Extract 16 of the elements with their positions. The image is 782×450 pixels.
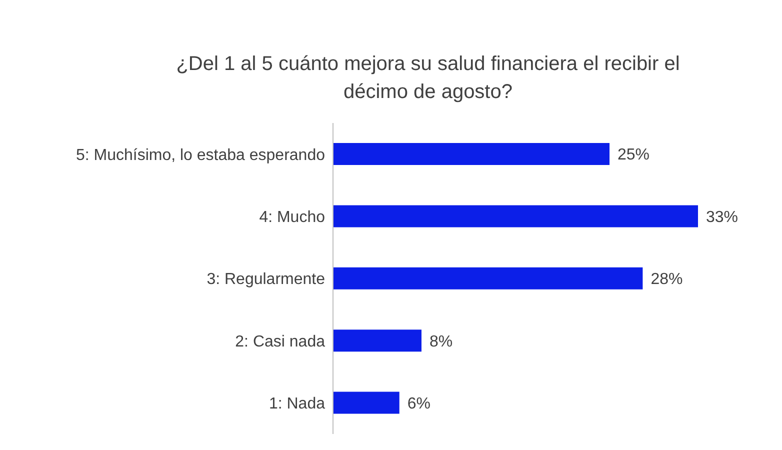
- bar: [333, 267, 643, 290]
- data-label: 25%: [618, 146, 650, 164]
- bar: [333, 143, 610, 165]
- y-tick-label: 5: Muchísimo, lo estaba esperando: [76, 146, 326, 164]
- bar: [333, 330, 422, 352]
- bar: [333, 205, 698, 228]
- y-tick-label: 1: Nada: [268, 396, 326, 413]
- data-label: 6%: [407, 395, 430, 412]
- data-label: 33%: [706, 208, 738, 226]
- data-label: 8%: [429, 333, 453, 350]
- chart-title: ¿Del 1 al 5 cuánto mejora su salud financiera el recibir el décimo de agosto?: [175, 52, 681, 105]
- bar: [333, 392, 400, 414]
- y-tick-label: 4: Mucho: [259, 208, 326, 226]
- y-tick-label: 3: Regularmente: [206, 271, 326, 288]
- y-tick-label: 2: Casi nada: [235, 333, 326, 350]
- data-label: 28%: [650, 271, 683, 288]
